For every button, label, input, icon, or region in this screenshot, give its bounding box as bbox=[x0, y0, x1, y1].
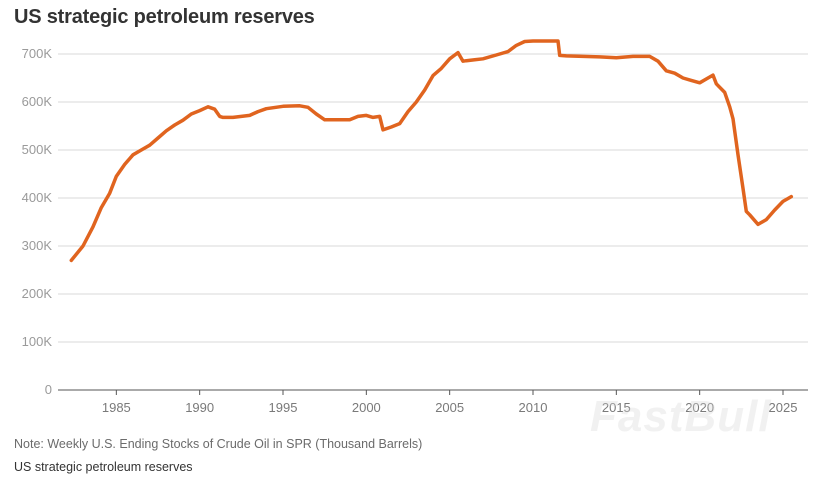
y-tick-label: 400K bbox=[22, 190, 53, 205]
x-tick-label: 1985 bbox=[102, 400, 131, 415]
x-tick-label: 2025 bbox=[769, 400, 798, 415]
y-axis-ticks: 0 100K 200K 300K 400K 500K 600K 700K bbox=[22, 46, 53, 397]
chart-note: Note: Weekly U.S. Ending Stocks of Crude… bbox=[14, 437, 423, 451]
watermark-logo: FastBull bbox=[590, 392, 772, 441]
x-tick-label: 2005 bbox=[435, 400, 464, 415]
y-tick-label: 0 bbox=[45, 382, 52, 397]
y-tick-label: 700K bbox=[22, 46, 53, 61]
chart-source: US strategic petroleum reserves bbox=[14, 460, 193, 474]
y-tick-label: 500K bbox=[22, 142, 53, 157]
x-tick-label: 2015 bbox=[602, 400, 631, 415]
series-layer bbox=[69, 39, 794, 263]
x-tick-label: 1995 bbox=[269, 400, 298, 415]
x-tick-label: 2020 bbox=[685, 400, 714, 415]
y-tick-label: 600K bbox=[22, 94, 53, 109]
series-line-spr bbox=[69, 39, 794, 263]
grid-lines bbox=[58, 53, 808, 343]
y-tick-label: 100K bbox=[22, 334, 53, 349]
x-tick-label: 2010 bbox=[519, 400, 548, 415]
x-axis-ticks: 1985 1990 1995 2000 2005 2010 2015 2020 2025 bbox=[102, 390, 798, 415]
y-tick-label: 200K bbox=[22, 286, 53, 301]
chart-title: US strategic petroleum reserves bbox=[14, 6, 315, 28]
x-tick-label: 2000 bbox=[352, 400, 381, 415]
y-tick-label: 300K bbox=[22, 238, 53, 253]
x-tick-label: 1990 bbox=[185, 400, 214, 415]
